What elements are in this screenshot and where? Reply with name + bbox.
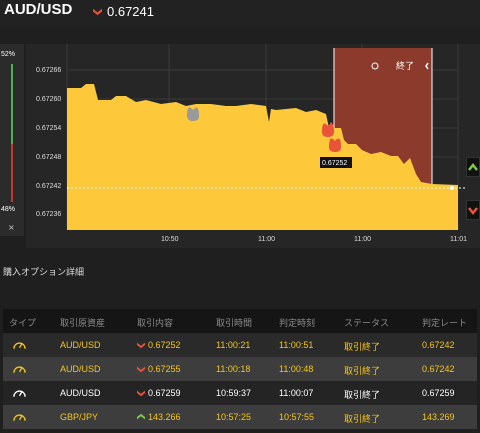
col-asset: 取引原資産 <box>60 318 106 328</box>
section-title: 購入オプション詳細 <box>3 267 85 277</box>
axis-labels: 0.67266 0.67260 0.67254 0.67248 0.67242 … <box>36 60 467 243</box>
price-area <box>67 84 458 230</box>
header-bar: AUD/USD 0.67241 <box>0 0 480 28</box>
x-tick-label: 11:00 <box>258 236 275 243</box>
row-time: 10:59:37 <box>216 388 252 398</box>
y-tick-label: 0.67260 <box>36 96 61 103</box>
col-content: 取引内容 <box>137 318 174 328</box>
row-time: 11:00:21 <box>216 340 251 350</box>
marker-down-icon <box>329 138 341 152</box>
clock-icon <box>371 62 379 70</box>
table-row[interactable]: AUD/USD 0.67259 10:59:37 11:00:07 取引終了 0… <box>3 381 477 405</box>
marker-gray-icon <box>187 107 199 121</box>
gauge-close-button[interactable]: × <box>8 223 15 232</box>
row-asset: AUD/USD <box>60 364 101 374</box>
gauge-low-bar <box>11 144 13 202</box>
row-rate: 0.67242 <box>422 364 455 374</box>
gauge-top-percent: 52% <box>1 51 16 58</box>
col-type: タイプ <box>9 318 37 328</box>
high-button[interactable] <box>466 157 480 177</box>
y-tick-label: 0.67236 <box>36 211 61 218</box>
row-content-value: 0.67259 <box>148 388 181 398</box>
speedometer-icon <box>13 414 26 421</box>
row-judge: 11:00:48 <box>279 364 314 374</box>
marker-down-icon <box>322 123 334 137</box>
entry-label: 0.67252 <box>322 160 347 167</box>
row-judge: 11:00:07 <box>279 388 314 398</box>
col-status: ステータス <box>344 318 390 328</box>
speedometer-icon <box>13 390 26 397</box>
row-rate: 143.269 <box>422 412 455 422</box>
col-rate: 判定レート <box>422 318 468 328</box>
table-row[interactable]: AUD/USD 0.67252 11:00:21 11:00:51 取引終了 0… <box>3 333 477 357</box>
table-row[interactable]: AUD/USD 0.67255 11:00:18 11:00:48 取引終了 0… <box>3 357 477 381</box>
price-chart: 0.67266 0.67260 0.67254 0.67248 0.67242 … <box>26 44 480 248</box>
table-row[interactable]: GBP/JPY 143.266 10:57:25 10:57:55 取引終了 1… <box>3 405 477 429</box>
speedometer-icon <box>13 366 26 373</box>
down-arrow-icon <box>137 342 145 349</box>
row-content-value: 0.67252 <box>148 340 181 350</box>
row-content: 143.266 <box>137 412 181 422</box>
down-arrow-icon <box>93 8 102 16</box>
row-status: 取引終了 <box>344 342 381 352</box>
x-tick-label: 10:50 <box>161 236 179 243</box>
row-judge: 10:57:55 <box>279 412 315 422</box>
x-tick-label: 11:00 <box>354 236 371 243</box>
y-tick-label: 0.67242 <box>36 183 61 190</box>
row-time: 10:57:25 <box>216 412 252 422</box>
row-status: 取引終了 <box>344 414 381 424</box>
speedometer-icon <box>13 342 26 349</box>
row-content: 0.67259 <box>137 388 181 398</box>
table-header: タイプ 取引原資産 取引内容 取引時間 判定時刻 ステータス 判定レート <box>3 309 477 333</box>
sentiment-gauge: 52% 48% × <box>0 44 24 236</box>
x-tick-label: 11:01 <box>450 236 467 243</box>
down-arrow-icon <box>137 366 145 373</box>
row-asset: GBP/JPY <box>60 412 99 422</box>
y-tick-label: 0.67248 <box>36 154 61 161</box>
down-arrow-icon <box>468 207 478 216</box>
up-arrow-icon <box>137 413 145 420</box>
down-arrow-icon <box>137 390 145 397</box>
row-time: 11:00:18 <box>216 364 251 374</box>
chart-svg <box>66 44 466 230</box>
col-time: 取引時間 <box>216 318 253 328</box>
chevron-left-icon <box>425 62 429 70</box>
row-status: 取引終了 <box>344 366 381 376</box>
gauge-high-bar <box>11 64 13 144</box>
low-button[interactable] <box>466 200 480 220</box>
current-rate-dot <box>450 186 454 190</box>
row-status: 取引終了 <box>344 390 381 400</box>
y-tick-label: 0.67266 <box>36 67 61 74</box>
currency-pair-title: AUD/USD <box>4 1 73 18</box>
up-arrow-icon <box>468 162 478 171</box>
entry-label-box <box>320 157 352 168</box>
row-rate: 0.67259 <box>422 388 455 398</box>
current-rate: 0.67241 <box>107 4 154 19</box>
row-asset: AUD/USD <box>60 340 101 350</box>
row-asset: AUD/USD <box>60 388 101 398</box>
options-table: タイプ 取引原資産 取引内容 取引時間 判定時刻 ステータス 判定レート AUD… <box>3 309 477 429</box>
row-content-value: 0.67255 <box>148 364 181 374</box>
col-judge: 判定時刻 <box>279 318 316 328</box>
row-rate: 0.67242 <box>422 340 455 350</box>
row-content-value: 143.266 <box>148 412 181 422</box>
expiry-label: 終了 <box>396 60 414 71</box>
row-judge: 11:00:51 <box>279 340 314 350</box>
gauge-bottom-percent: 48% <box>1 206 16 213</box>
row-content: 0.67252 <box>137 340 181 350</box>
row-content: 0.67255 <box>137 364 181 374</box>
y-tick-label: 0.67254 <box>36 125 61 132</box>
